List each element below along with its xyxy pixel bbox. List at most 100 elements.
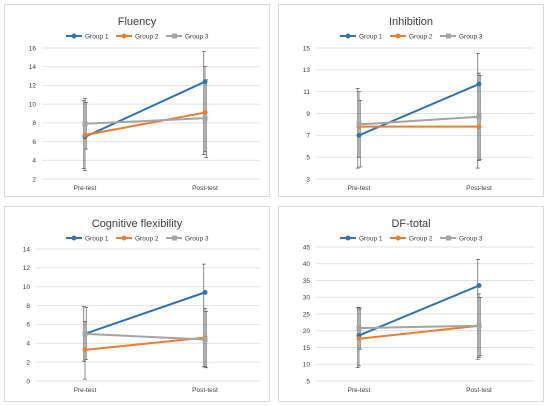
series-line-group-3 xyxy=(358,324,480,330)
y-tick-label: 45 xyxy=(303,244,311,251)
legend-marker-group-1 xyxy=(71,33,77,39)
series-line-group-3 xyxy=(358,115,480,126)
chart-panel-df-total: DF-total Group 1 Group 2 Group 3 5 10 15 20 25 30… xyxy=(278,206,544,402)
y-tick-label: 16 xyxy=(29,45,37,52)
y-tick-label: 12 xyxy=(29,83,37,90)
y-tick-label: 12 xyxy=(23,265,31,272)
y-tick-label: 35 xyxy=(303,278,311,285)
y-tick-label: 2 xyxy=(32,176,36,183)
y-tick-label: 7 xyxy=(306,133,310,140)
chart-svg: Fluency Group 1 Group 2 Group 3 2 4 6 8 10 12 14 16… xyxy=(29,16,260,192)
x-tick-label: Post-test xyxy=(466,185,492,192)
y-tick-label: 8 xyxy=(26,303,30,310)
data-point-group-3 xyxy=(356,325,362,331)
y-tick-label: 30 xyxy=(303,295,311,302)
chart-svg: Inhibition Group 1 Group 2 Group 3 3 5 7 9 11 13 1… xyxy=(303,16,534,192)
chart-panel-fluency: Fluency Group 1 Group 2 Group 3 2 4 6 8 10 12 14 16… xyxy=(4,4,270,197)
legend-label-group-1: Group 1 xyxy=(85,235,109,242)
series-line-group-2 xyxy=(84,111,206,137)
data-point-group-1 xyxy=(476,283,482,289)
series-line-group-3 xyxy=(84,332,206,341)
legend-marker-group-2 xyxy=(395,235,401,241)
y-tick-label: 5 xyxy=(306,378,310,385)
y-tick-label: 6 xyxy=(32,139,36,146)
y-tick-label: 9 xyxy=(306,111,310,118)
y-tick-label: 15 xyxy=(303,45,311,52)
y-tick-label: 40 xyxy=(303,261,311,268)
legend-label-group-3: Group 3 xyxy=(459,235,483,242)
chart-svg: DF-total Group 1 Group 2 Group 3 5 10 15 20 25 30… xyxy=(303,218,534,394)
legend-label-group-3: Group 3 xyxy=(459,33,483,40)
error-bar-group-1 xyxy=(475,259,480,360)
chart-panel-cognitive-flexibility: Cognitive flexibility Group 1 Group 2 Group… xyxy=(4,206,270,402)
error-bar-group-1 xyxy=(201,51,206,155)
chart-title: DF-total xyxy=(391,218,430,230)
data-point-group-2 xyxy=(82,347,88,353)
legend-marker-group-2 xyxy=(121,33,127,39)
legend-label-group-2: Group 2 xyxy=(135,33,159,40)
x-tick-label: Post-test xyxy=(192,387,218,394)
legend-marker-group-3 xyxy=(446,33,451,39)
series-line-group-1 xyxy=(84,80,206,138)
y-tick-label: 14 xyxy=(23,246,31,253)
series-line-group-1 xyxy=(84,291,206,335)
chart-panel-inhibition: Inhibition Group 1 Group 2 Group 3 3 5 7 9 11 13 1… xyxy=(278,4,544,197)
error-bar-group-1 xyxy=(475,53,480,169)
data-point-group-1 xyxy=(476,81,482,87)
data-point-group-3 xyxy=(202,337,208,343)
legend-label-group-2: Group 2 xyxy=(409,235,433,242)
y-tick-label: 5 xyxy=(306,154,310,161)
legend-label-group-1: Group 1 xyxy=(359,235,383,242)
y-tick-label: 10 xyxy=(303,362,311,369)
legend-marker-group-3 xyxy=(446,235,451,241)
y-tick-label: 11 xyxy=(303,89,310,96)
legend-label-group-1: Group 1 xyxy=(359,33,383,40)
data-point-group-2 xyxy=(356,336,362,342)
x-tick-label: Post-test xyxy=(192,185,218,192)
data-point-group-3 xyxy=(476,323,482,329)
legend-marker-group-1 xyxy=(345,235,351,241)
series-line-group-2 xyxy=(84,336,206,351)
y-tick-label: 10 xyxy=(23,284,31,291)
y-tick-label: 4 xyxy=(26,341,30,348)
y-tick-label: 13 xyxy=(303,67,311,74)
y-tick-label: 15 xyxy=(303,345,311,352)
y-tick-label: 4 xyxy=(32,158,36,165)
series-line-group-3 xyxy=(84,117,206,125)
data-point-group-3 xyxy=(356,121,362,127)
legend-label-group-1: Group 1 xyxy=(85,33,109,40)
legend-marker-group-1 xyxy=(345,33,351,39)
data-point-group-3 xyxy=(82,331,88,337)
data-point-group-1 xyxy=(202,79,208,85)
legend-label-group-3: Group 3 xyxy=(185,33,209,40)
y-tick-label: 8 xyxy=(32,120,36,127)
y-tick-label: 10 xyxy=(29,101,37,108)
legend-marker-group-2 xyxy=(395,33,401,39)
data-point-group-3 xyxy=(202,115,208,121)
x-tick-label: Pre-test xyxy=(74,387,97,394)
x-tick-label: Post-test xyxy=(466,387,492,394)
data-point-group-3 xyxy=(82,121,88,127)
y-tick-label: 2 xyxy=(26,359,30,366)
chart-title: Inhibition xyxy=(389,16,433,28)
legend-marker-group-2 xyxy=(121,235,127,241)
legend-label-group-2: Group 2 xyxy=(135,235,159,242)
series-line-group-2 xyxy=(358,324,480,340)
data-point-group-1 xyxy=(356,132,362,138)
chart-title: Fluency xyxy=(118,16,157,28)
y-tick-label: 6 xyxy=(26,322,30,329)
y-tick-label: 20 xyxy=(303,328,311,335)
data-point-group-2 xyxy=(476,124,482,130)
legend-marker-group-1 xyxy=(71,235,77,241)
x-tick-label: Pre-test xyxy=(74,185,97,192)
legend-label-group-3: Group 3 xyxy=(185,235,209,242)
data-point-group-3 xyxy=(476,114,482,120)
y-tick-label: 3 xyxy=(306,176,310,183)
chart-svg: Cognitive flexibility Group 1 Group 2 Group… xyxy=(23,218,260,394)
y-tick-label: 25 xyxy=(303,311,311,318)
data-point-group-2 xyxy=(82,132,88,138)
legend-marker-group-3 xyxy=(172,33,177,39)
data-point-group-1 xyxy=(202,289,208,295)
chart-title: Cognitive flexibility xyxy=(92,218,183,230)
y-tick-label: 0 xyxy=(26,378,30,385)
